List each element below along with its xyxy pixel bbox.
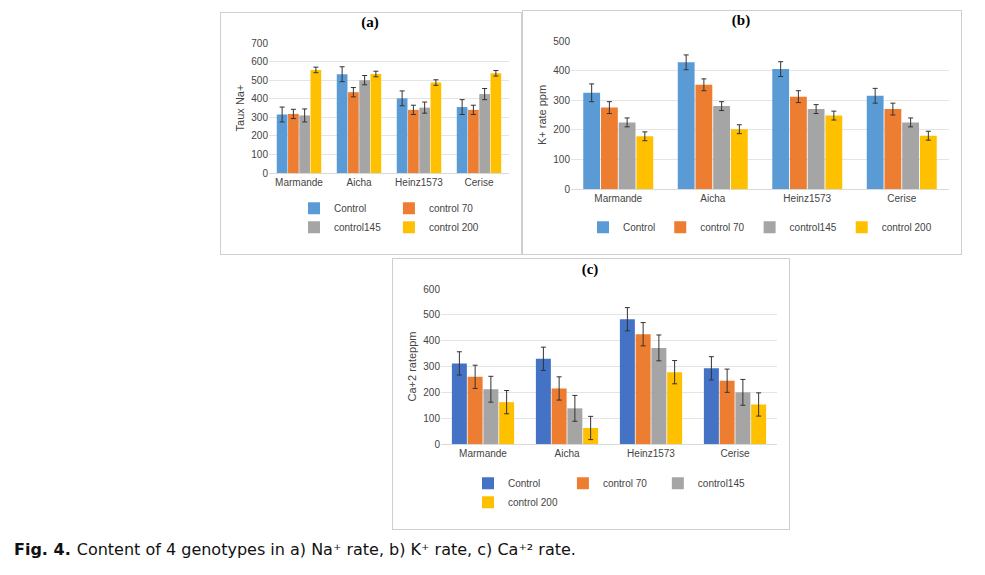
svg-text:400: 400 bbox=[423, 335, 440, 346]
svg-text:control 70: control 70 bbox=[429, 203, 473, 214]
svg-text:K+ rate ppm: K+ rate ppm bbox=[536, 85, 548, 145]
svg-text:(a): (a) bbox=[361, 14, 379, 31]
svg-text:Aicha: Aicha bbox=[346, 177, 371, 188]
svg-text:600: 600 bbox=[251, 56, 268, 67]
svg-text:control 200: control 200 bbox=[882, 222, 932, 233]
svg-text:600: 600 bbox=[423, 284, 440, 295]
svg-text:Taux Na+: Taux Na+ bbox=[234, 85, 246, 132]
html-text:Fig. 4. Content of 4 genotypes: Fig. 4. Content of 4 genotypes in a) Na⁺… bbox=[14, 540, 576, 559]
svg-text:(c): (c) bbox=[582, 261, 599, 278]
svg-text:Ca+2 rateppm: Ca+2 rateppm bbox=[406, 331, 418, 401]
svg-text:control145: control145 bbox=[790, 222, 837, 233]
svg-text:control 200: control 200 bbox=[429, 222, 479, 233]
svg-text:500: 500 bbox=[251, 75, 268, 86]
svg-text:Control: Control bbox=[508, 478, 540, 489]
svg-text:Control: Control bbox=[334, 203, 366, 214]
svg-text:control 200: control 200 bbox=[508, 497, 558, 508]
svg-text:Marmande: Marmande bbox=[459, 448, 507, 459]
svg-text:300: 300 bbox=[553, 95, 570, 106]
svg-text:control 70: control 70 bbox=[700, 222, 744, 233]
svg-text:Heinz1573: Heinz1573 bbox=[395, 177, 443, 188]
svg-text:Marmande: Marmande bbox=[275, 177, 323, 188]
svg-text:200: 200 bbox=[251, 130, 268, 141]
svg-text:300: 300 bbox=[423, 361, 440, 372]
svg-text:400: 400 bbox=[553, 65, 570, 76]
svg-text:500: 500 bbox=[553, 36, 570, 47]
svg-text:Cerise: Cerise bbox=[465, 177, 494, 188]
svg-text:400: 400 bbox=[251, 93, 268, 104]
svg-text:Marmande: Marmande bbox=[594, 193, 642, 204]
svg-text:100: 100 bbox=[251, 149, 268, 160]
svg-text:Control: Control bbox=[623, 222, 655, 233]
svg-text:Heinz1573: Heinz1573 bbox=[627, 448, 675, 459]
svg-text:control 70: control 70 bbox=[603, 478, 647, 489]
svg-text:100: 100 bbox=[423, 413, 440, 424]
svg-text:Cerise: Cerise bbox=[887, 193, 916, 204]
svg-text:200: 200 bbox=[423, 387, 440, 398]
svg-text:control145: control145 bbox=[698, 478, 745, 489]
svg-text:Aicha: Aicha bbox=[700, 193, 725, 204]
svg-text:0: 0 bbox=[434, 439, 440, 450]
svg-text:control145: control145 bbox=[334, 222, 381, 233]
svg-text:100: 100 bbox=[553, 154, 570, 165]
svg-text:(b): (b) bbox=[732, 12, 750, 29]
svg-text:200: 200 bbox=[553, 124, 570, 135]
svg-text:0: 0 bbox=[262, 168, 268, 179]
svg-text:0: 0 bbox=[564, 184, 570, 195]
svg-text:500: 500 bbox=[423, 309, 440, 320]
svg-text:300: 300 bbox=[251, 112, 268, 123]
svg-text:Aicha: Aicha bbox=[554, 448, 579, 459]
svg-text:Cerise: Cerise bbox=[721, 448, 750, 459]
svg-text:Heinz1573: Heinz1573 bbox=[783, 193, 831, 204]
svg-text:700: 700 bbox=[251, 38, 268, 49]
